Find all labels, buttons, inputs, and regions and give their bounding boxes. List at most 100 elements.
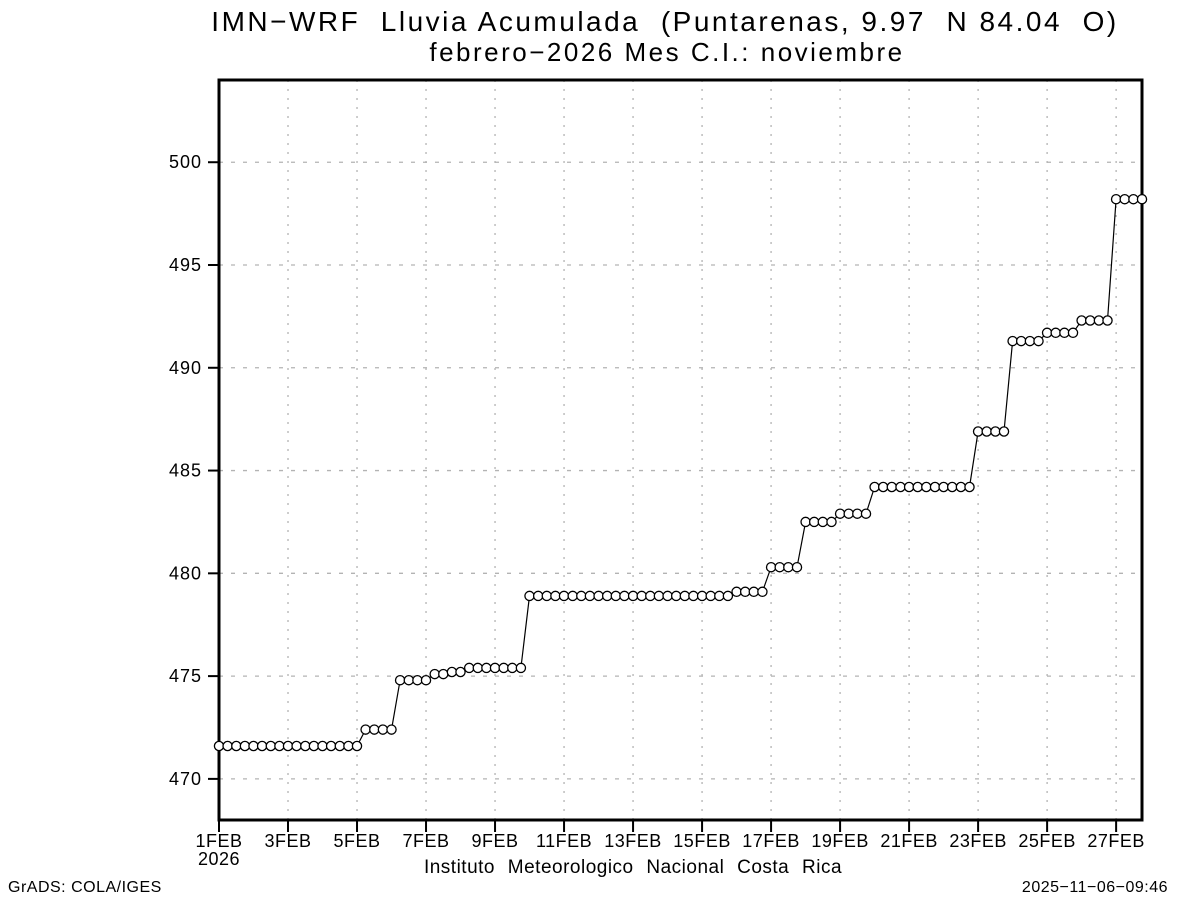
data-point [541,590,553,602]
data-point [757,586,768,598]
data-line [219,198,1142,747]
data-point [507,662,518,674]
data-point [213,740,225,752]
data-point [489,662,501,674]
data-point [550,590,561,602]
data-point [714,590,725,602]
x-tick-label: 19FEB [811,831,869,851]
data-point [1059,327,1070,339]
data-point [817,516,829,528]
x-tick-label: 1FEB [195,831,242,851]
y-tick-label: 495 [169,255,202,275]
data-point [377,724,389,735]
data-point [576,590,587,602]
y-tick-label: 475 [169,666,202,686]
data-point [274,740,285,752]
data-point [929,481,941,493]
data-point [300,740,311,752]
data-point [463,662,475,674]
data-point [679,590,691,602]
data-point [990,426,1001,437]
data-point [852,508,863,519]
y-tick-label: 480 [169,563,202,583]
data-point [386,724,397,735]
data-point [472,662,484,674]
data-point [1015,335,1027,347]
data-point [1024,335,1036,347]
chart-title-line1: IMN−WRF Lluvia Acumulada (Puntarenas, 9.… [211,6,1119,37]
data-point [619,590,630,602]
data-point [981,426,992,437]
data-point [1084,315,1096,326]
data-point [558,590,570,602]
x-tick-label: 21FEB [880,831,938,851]
data-point [627,590,639,602]
x-tick-label: 25FEB [1018,831,1076,851]
data-point [705,590,716,602]
data-point [765,561,777,573]
data-point [360,724,371,735]
x-axis-year-label: 2026 [198,849,240,869]
y-tick-label: 485 [169,461,202,481]
data-point [601,590,613,602]
data-point [308,740,320,752]
data-point [291,740,302,752]
data-point [343,740,354,752]
x-tick-label: 15FEB [673,831,731,851]
data-point [1076,315,1087,326]
data-point [403,674,415,686]
data-point [394,674,406,686]
data-point [1041,327,1053,339]
plot-frame [217,78,1144,822]
data-point [843,508,854,519]
data-point [1067,327,1079,339]
data-point [696,590,708,602]
data-point [1110,193,1122,205]
data-point [481,662,492,674]
x-axis-institution-label: Instituto Meteorologico Nacional Costa R… [424,857,842,878]
data-point [670,590,682,602]
data-point [584,590,596,602]
x-tick-label: 17FEB [742,831,800,851]
data-point [325,740,337,752]
data-point [662,590,673,602]
data-point [886,481,898,493]
data-point [239,740,251,752]
data-point [895,481,906,493]
data-point [869,481,880,493]
data-point [946,481,958,493]
data-point [921,481,932,493]
x-tick-label: 13FEB [604,831,662,851]
data-point [912,481,923,493]
data-point [653,590,665,602]
data-point [334,740,346,752]
x-tick-label: 27FEB [1087,831,1145,851]
data-point [532,590,544,602]
data-point [455,666,466,678]
data-point [412,674,423,686]
data-point [955,481,967,493]
y-tick-label: 500 [169,152,202,172]
data-point [1007,335,1018,347]
data-point [593,590,604,602]
data-point [748,586,760,598]
data-point [645,590,656,602]
x-tick-label: 7FEB [403,831,450,851]
x-tick-label: 5FEB [334,831,381,851]
data-point [429,668,440,680]
data-point [351,740,363,752]
data-point [317,740,328,752]
data-point [567,590,578,602]
data-point [256,740,268,752]
data-point [826,516,837,528]
chart-title-line2: febrero−2026 Mes C.I.: noviembre [429,37,905,67]
data-point [438,668,449,680]
data-point [524,590,535,602]
data-point [972,426,984,437]
y-tick-label: 490 [169,358,202,378]
data-point [369,724,380,735]
data-point [998,426,1010,437]
data-point [248,740,259,752]
